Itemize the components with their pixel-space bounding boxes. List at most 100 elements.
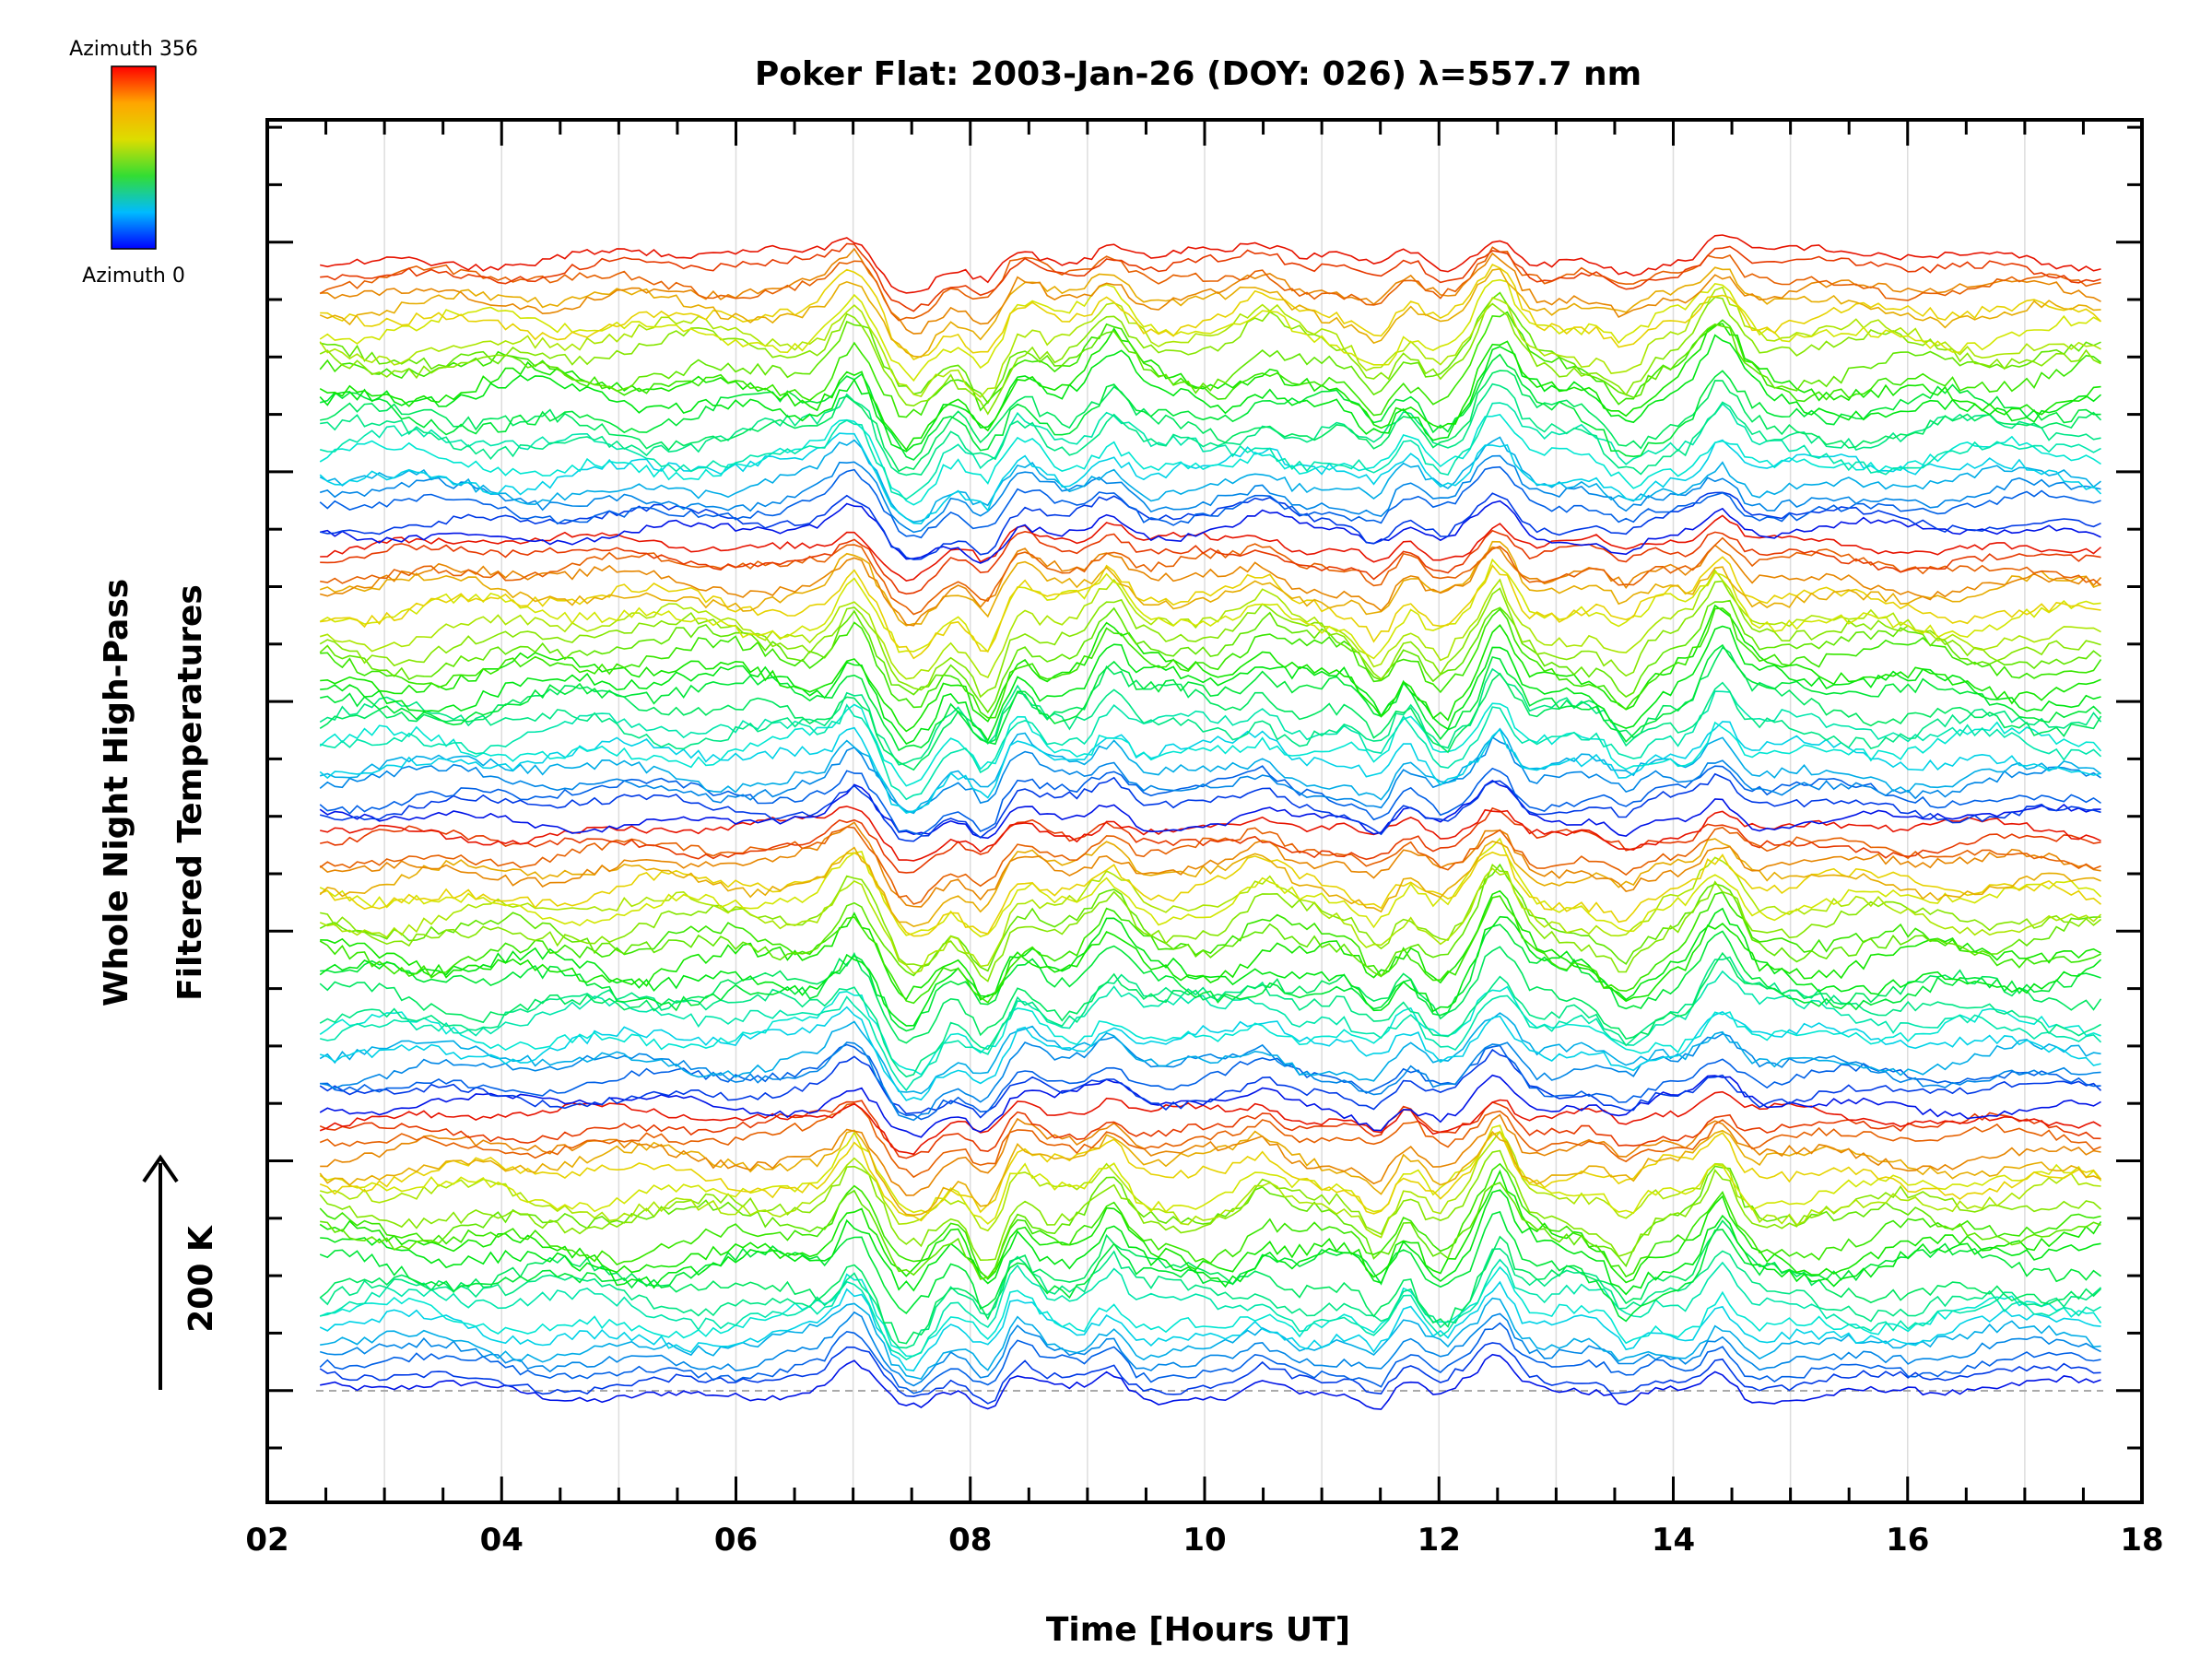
series-trace xyxy=(319,266,2101,359)
series-trace xyxy=(320,607,2102,719)
colorbar xyxy=(111,65,157,250)
series-trace xyxy=(319,856,2102,974)
colorbar-top-label: Azimuth 356 xyxy=(69,38,198,61)
series-trace xyxy=(319,1248,2102,1349)
x-tick-label: 08 xyxy=(948,1522,992,1559)
series-trace xyxy=(319,1074,2101,1138)
series-trace xyxy=(320,242,2101,312)
series-trace xyxy=(319,1342,2101,1405)
series-trace xyxy=(320,889,2101,1003)
series-trace xyxy=(319,402,2101,500)
series-trace xyxy=(319,765,2101,836)
series-trace xyxy=(319,1311,2101,1387)
y-axis-label-line1: Whole Night High-Pass xyxy=(98,579,135,1006)
series-trace xyxy=(319,334,2102,453)
series-trace xyxy=(319,690,2102,801)
series-trace xyxy=(319,1130,2102,1222)
series-trace xyxy=(319,323,2101,452)
series-trace xyxy=(320,382,2101,477)
series-trace xyxy=(319,1129,2101,1217)
x-tick-label: 18 xyxy=(2120,1522,2163,1559)
series-trace xyxy=(319,735,2101,813)
series-trace xyxy=(320,291,2101,405)
series-trace xyxy=(319,826,2101,905)
series-trace xyxy=(319,286,2101,398)
x-tick-label: 16 xyxy=(1886,1522,1929,1559)
series-trace xyxy=(319,1322,2101,1394)
series-trace xyxy=(319,772,2101,842)
series-trace xyxy=(319,646,2102,771)
series-trace xyxy=(319,1280,2101,1371)
series-trace xyxy=(319,1100,2101,1159)
series-trace xyxy=(319,1169,2102,1284)
series-trace xyxy=(320,806,2101,874)
series-trace xyxy=(319,540,2101,627)
series-trace xyxy=(319,599,2101,714)
series-trace xyxy=(319,414,2101,506)
series-trace xyxy=(320,247,2101,335)
series-trace xyxy=(320,924,2101,1032)
series-trace xyxy=(319,1162,2101,1279)
series-trace xyxy=(319,891,2101,1005)
series-trace xyxy=(319,569,2101,680)
series-trace xyxy=(319,296,2101,416)
series-trace xyxy=(320,806,2101,862)
series-trace xyxy=(320,556,2101,660)
series-trace xyxy=(320,263,2102,360)
series-trace xyxy=(320,514,2102,582)
series-trace xyxy=(319,1149,2102,1262)
x-tick-label: 02 xyxy=(245,1522,288,1559)
series-trace xyxy=(319,721,2101,814)
series-trace xyxy=(319,353,2101,461)
series-trace xyxy=(319,436,2101,524)
x-tick-label: 12 xyxy=(1418,1522,1461,1559)
series-trace xyxy=(319,956,2101,1078)
scale-bar: 200 K xyxy=(142,1154,220,1390)
series-trace xyxy=(319,821,2101,908)
series-trace xyxy=(320,234,2101,294)
series-trace xyxy=(320,604,2101,733)
series-trace xyxy=(319,780,2101,840)
series-trace xyxy=(320,370,2102,473)
series-trace xyxy=(319,278,2101,382)
series-trace xyxy=(320,1032,2101,1122)
series-trace xyxy=(319,544,2102,627)
series-trace xyxy=(319,1048,2102,1119)
series-trace xyxy=(320,500,2101,564)
series-trace xyxy=(320,863,2101,982)
scale-bar-label: 200 K xyxy=(182,1225,220,1333)
series-trace xyxy=(319,1130,2101,1239)
scale-arrow-head xyxy=(142,1154,179,1183)
series-trace xyxy=(319,580,2101,699)
series-trace xyxy=(320,536,2102,616)
series-trace xyxy=(319,465,2101,539)
series-trace xyxy=(320,625,2101,745)
series-trace xyxy=(319,1265,2102,1358)
x-tick-label: 04 xyxy=(480,1522,524,1559)
series-trace xyxy=(320,643,2102,752)
series-trace xyxy=(320,1189,2101,1296)
series-trace xyxy=(319,1219,2102,1345)
x-tick-label: 06 xyxy=(714,1522,758,1559)
traces xyxy=(319,234,2102,1410)
x-tick-label: 10 xyxy=(1182,1522,1226,1559)
series-trace xyxy=(319,454,2101,534)
series-trace xyxy=(319,1124,2102,1225)
colorbar-bottom-label: Azimuth 0 xyxy=(82,265,185,288)
series-trace xyxy=(319,907,2102,1027)
series-trace xyxy=(319,1012,2101,1095)
series-trace xyxy=(319,727,2101,815)
series-trace xyxy=(319,851,2102,937)
series-trace xyxy=(319,558,2101,660)
x-axis-label: Time [Hours UT] xyxy=(1046,1611,1350,1649)
x-tick-labels: 02 04 06 08 10 12 14 16 18 xyxy=(245,1522,2163,1559)
series-trace xyxy=(320,529,2101,595)
series-trace xyxy=(319,838,2101,928)
series-trace xyxy=(319,702,2102,787)
series-trace xyxy=(319,1006,2101,1101)
series-trace xyxy=(320,1043,2101,1121)
series-trace xyxy=(319,863,2101,978)
series-trace xyxy=(320,1353,2101,1410)
series-trace xyxy=(320,1258,2101,1361)
